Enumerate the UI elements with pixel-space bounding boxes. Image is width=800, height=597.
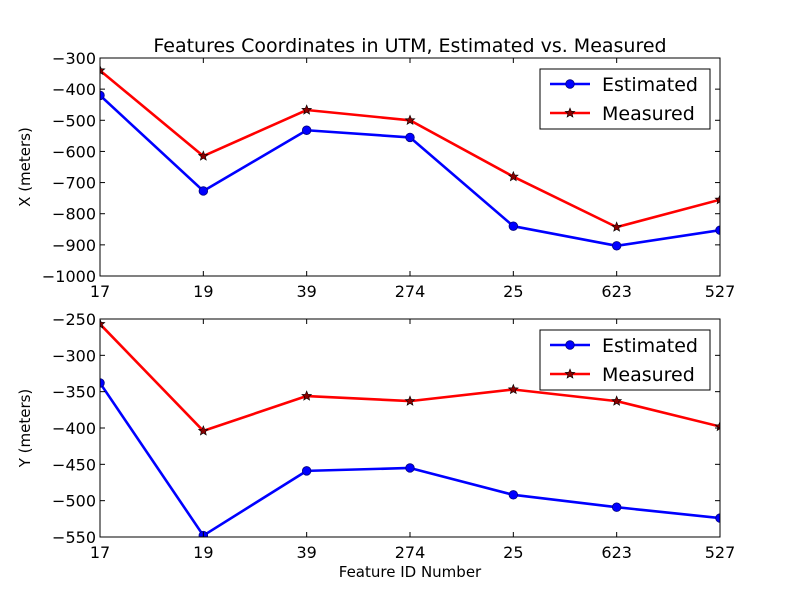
subplot-2: −550 −500 −450 −400 −350 −300 −250 17 19 39 274 25 6…: [16, 310, 735, 581]
data-point-measured: [301, 104, 313, 115]
legend-marker: [564, 368, 576, 379]
y-axis-label: Y (meters): [16, 389, 34, 469]
legend-box: [539, 68, 711, 130]
y-tick-label: −250: [52, 310, 96, 329]
y-tick-label: −450: [52, 455, 96, 474]
legend-marker: [565, 79, 575, 89]
data-point-measured: [404, 395, 416, 406]
data-point-measured: [507, 383, 519, 395]
x-tick-label: 17: [90, 543, 110, 562]
y-axis-label: X (meters): [16, 127, 34, 207]
legend: Estimated Measured: [539, 329, 711, 391]
series-line-estimated: [100, 382, 720, 537]
data-point-measured: [197, 150, 209, 161]
data-point-estimated: [301, 466, 312, 476]
y-tick-label: −550: [52, 528, 96, 547]
y-tick-label: −800: [52, 205, 96, 224]
data-point-estimated: [301, 125, 312, 135]
data-point-estimated: [198, 186, 209, 196]
data-point-estimated: [715, 513, 720, 523]
data-point-measured: [611, 221, 623, 232]
legend-label-measured: Measured: [602, 364, 695, 386]
data-point-measured: [197, 425, 209, 436]
y-tick-label: −900: [52, 236, 96, 255]
data-point-measured: [100, 319, 106, 329]
legend-marker: [564, 107, 576, 118]
data-point-measured: [611, 395, 623, 406]
y-tick-label: −400: [52, 419, 96, 438]
legend-marker: [565, 340, 575, 350]
figure-title: Features Coordinates in UTM, Estimated v…: [153, 35, 666, 57]
legend-label-measured: Measured: [602, 103, 695, 125]
legend-label-estimated: Estimated: [602, 74, 698, 96]
x-tick-label: 39: [296, 282, 316, 301]
y-tick-label: −400: [52, 80, 96, 99]
data-point-estimated: [100, 378, 105, 388]
x-tick-label: 527: [705, 543, 736, 562]
y-tick-label: −700: [52, 174, 96, 193]
data-point-measured: [507, 170, 519, 182]
y-tick-label: −500: [52, 111, 96, 130]
data-point-measured: [714, 193, 720, 205]
legend: Estimated Measured: [539, 68, 711, 130]
y-tick-label: −500: [52, 492, 96, 511]
x-tick-label: 25: [503, 282, 523, 301]
x-tick-label: 623: [601, 282, 632, 301]
data-point-estimated: [508, 221, 519, 231]
data-point-measured: [404, 114, 416, 125]
subplot-1: −1000 −900 −800 −700 −600 −500 −400 −300 17 19 39 2…: [16, 49, 735, 301]
y-tick-label: −350: [52, 383, 96, 402]
data-point-measured: [100, 64, 106, 76]
legend-box: [539, 329, 711, 391]
legend-label-estimated: Estimated: [602, 335, 698, 357]
y-tick-label: −600: [52, 142, 96, 161]
data-point-estimated: [100, 90, 105, 101]
x-tick-label: 39: [296, 543, 316, 562]
y-tick-label: −300: [52, 49, 96, 68]
y-tick-label: −1000: [42, 267, 96, 286]
x-tick-label: 19: [193, 282, 213, 301]
data-point-estimated: [611, 502, 622, 512]
data-point-estimated: [611, 241, 622, 251]
x-tick-label: 274: [395, 543, 426, 562]
x-tick-label: 19: [193, 543, 213, 562]
plot-area: [100, 64, 720, 251]
x-tick-label: 25: [503, 543, 523, 562]
data-point-estimated: [715, 225, 720, 235]
data-point-estimated: [405, 463, 415, 473]
data-point-estimated: [405, 132, 415, 143]
x-axis-label: Feature ID Number: [339, 563, 482, 581]
x-tick-label: 17: [90, 282, 110, 301]
x-tick-label: 623: [601, 543, 632, 562]
x-tick-label: 527: [705, 282, 736, 301]
data-point-measured: [301, 390, 313, 401]
y-tick-label: −300: [52, 346, 96, 365]
data-point-estimated: [508, 490, 519, 500]
x-tick-label: 274: [395, 282, 426, 301]
